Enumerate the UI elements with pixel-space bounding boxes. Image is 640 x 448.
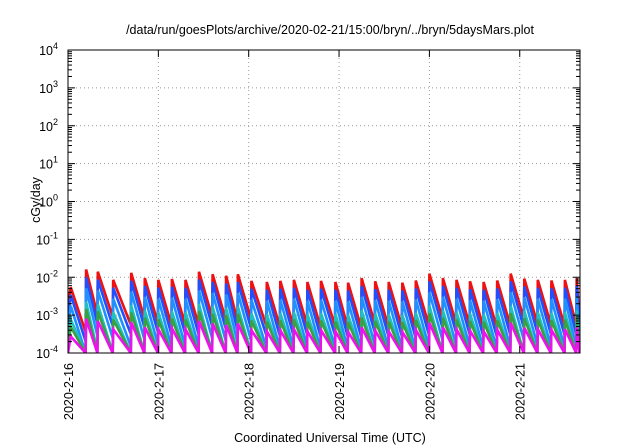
series-line	[68, 318, 580, 353]
y-tick-label: 102	[39, 117, 58, 134]
y-tick-label: 10-2	[36, 268, 58, 285]
tick-marks	[67, 49, 580, 354]
y-tick-labels: 10-4 10-3 10-2 10-1 100 101 102 103 104	[36, 41, 58, 361]
y-tick-label: 103	[39, 79, 58, 96]
x-tick-label: 2020-2-21	[514, 363, 528, 420]
y-tick-label: 10-1	[36, 230, 58, 247]
x-tick-label: 2020-2-17	[152, 363, 166, 420]
x-axis-label: Coordinated Universal Time (UTC)	[234, 431, 426, 445]
y-tick-label: 101	[39, 155, 58, 172]
x-tick-label: 2020-2-16	[62, 363, 76, 420]
x-tick-label: 2020-2-20	[423, 363, 437, 420]
x-tick-labels: 2020-2-16 2020-2-17 2020-2-18 2020-2-19 2020…	[62, 363, 528, 420]
y-tick-label: 10-4	[36, 344, 58, 361]
y-axis-label: cGy/day	[29, 176, 43, 223]
y-tick-label: 104	[39, 41, 58, 58]
y-tick-label: 100	[39, 193, 58, 210]
chart-title: /data/run/goesPlots/archive/2020-02-21/1…	[126, 23, 534, 37]
x-tick-label: 2020-2-19	[333, 363, 347, 420]
series-group	[68, 269, 580, 353]
x-tick-label: 2020-2-18	[243, 363, 257, 420]
y-tick-label: 10-3	[36, 306, 58, 323]
